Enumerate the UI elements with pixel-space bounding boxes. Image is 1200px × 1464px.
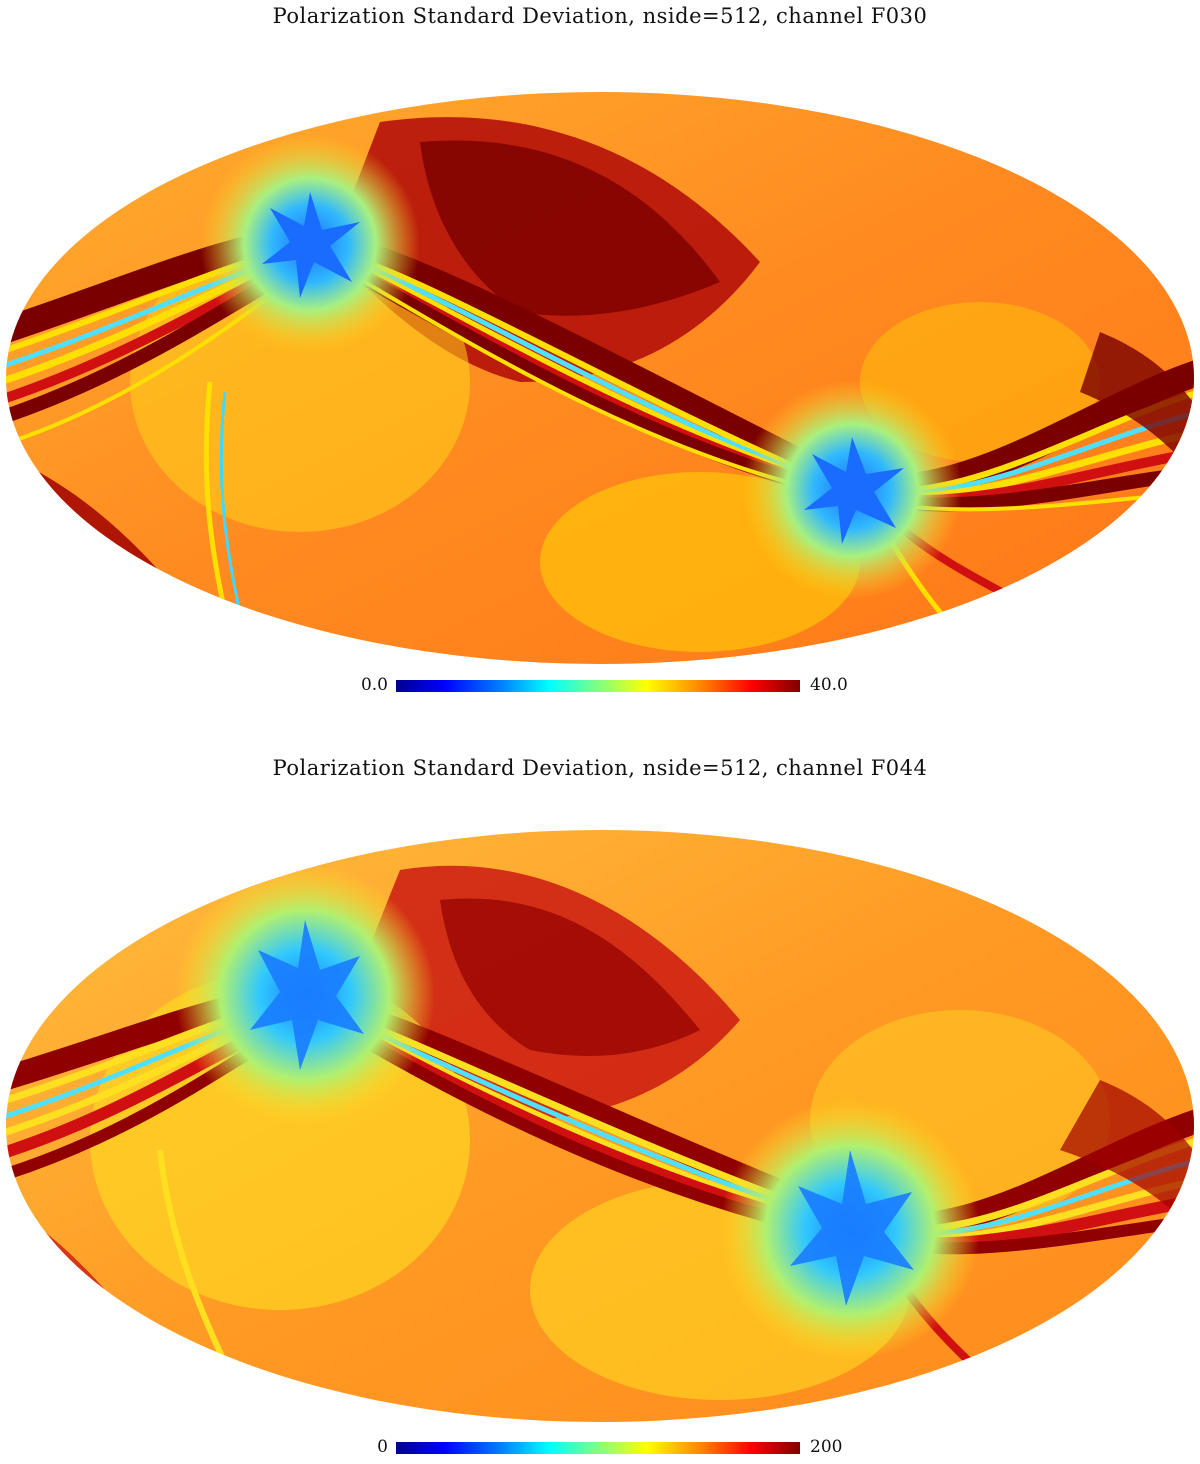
map-panel-f044: Polarization Standard Deviation, nside=5… (0, 752, 1200, 1460)
mollweide-sky-map (6, 830, 1194, 1422)
colorbar: 0 200 (0, 1434, 1200, 1464)
colorbar-max-label: 40.0 (810, 675, 848, 695)
colorbar-gradient (396, 680, 800, 692)
colorbar-gradient (396, 1442, 800, 1454)
map-panel-f030: Polarization Standard Deviation, nside=5… (0, 0, 1200, 720)
colorbar-min-label: 0.0 (360, 675, 388, 695)
mollweide-sky-map (6, 92, 1194, 664)
colorbar: 0.0 40.0 (0, 672, 1200, 702)
colorbar-min-label: 0 (377, 1437, 388, 1457)
colorbar-max-label: 200 (810, 1437, 843, 1457)
map-title: Polarization Standard Deviation, nside=5… (272, 756, 928, 780)
map-title: Polarization Standard Deviation, nside=5… (272, 4, 928, 28)
